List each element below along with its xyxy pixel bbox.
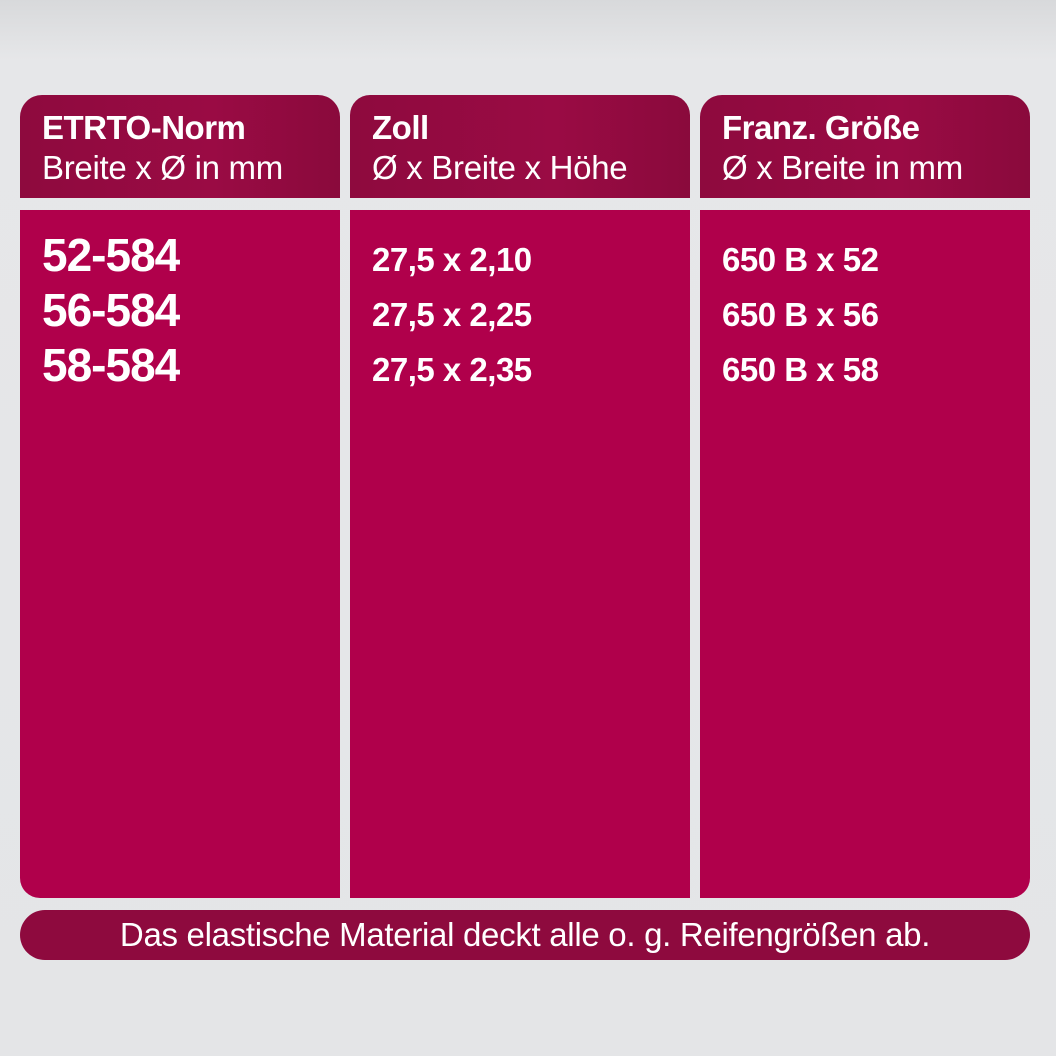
column-title: ETRTO-Norm [42, 109, 246, 146]
size-value: 27,5 x 2,25 [372, 296, 532, 333]
size-value: 58-584 [42, 339, 180, 391]
size-value: 650 B x 56 [722, 296, 879, 333]
column-body: 650 B x 52 650 B x 56 650 B x 58 [700, 210, 1030, 898]
size-value: 27,5 x 2,10 [372, 241, 532, 278]
size-value: 27,5 x 2,35 [372, 351, 532, 388]
footer-note: Das elastische Material deckt alle o. g.… [20, 910, 1030, 960]
column-header: ETRTO-Norm Breite x Ø in mm [20, 95, 340, 198]
column-zoll: Zoll Ø x Breite x Höhe 27,5 x 2,10 27,5 … [350, 95, 690, 898]
size-value: 650 B x 52 [722, 241, 879, 278]
column-header: Franz. Größe Ø x Breite in mm [700, 95, 1030, 198]
column-subtitle: Ø x Breite in mm [722, 149, 963, 186]
column-body: 27,5 x 2,10 27,5 x 2,25 27,5 x 2,35 [350, 210, 690, 898]
column-franz: Franz. Größe Ø x Breite in mm 650 B x 52… [700, 95, 1030, 898]
column-subtitle: Ø x Breite x Höhe [372, 149, 628, 186]
size-value: 56-584 [42, 284, 180, 336]
column-title: Zoll [372, 109, 429, 146]
column-title: Franz. Größe [722, 109, 920, 146]
column-etrto: ETRTO-Norm Breite x Ø in mm 52-584 56-58… [20, 95, 340, 898]
column-subtitle: Breite x Ø in mm [42, 149, 283, 186]
size-value: 52-584 [42, 229, 180, 281]
column-header: Zoll Ø x Breite x Höhe [350, 95, 690, 198]
size-value: 650 B x 58 [722, 351, 879, 388]
column-body: 52-584 56-584 58-584 [20, 210, 340, 898]
